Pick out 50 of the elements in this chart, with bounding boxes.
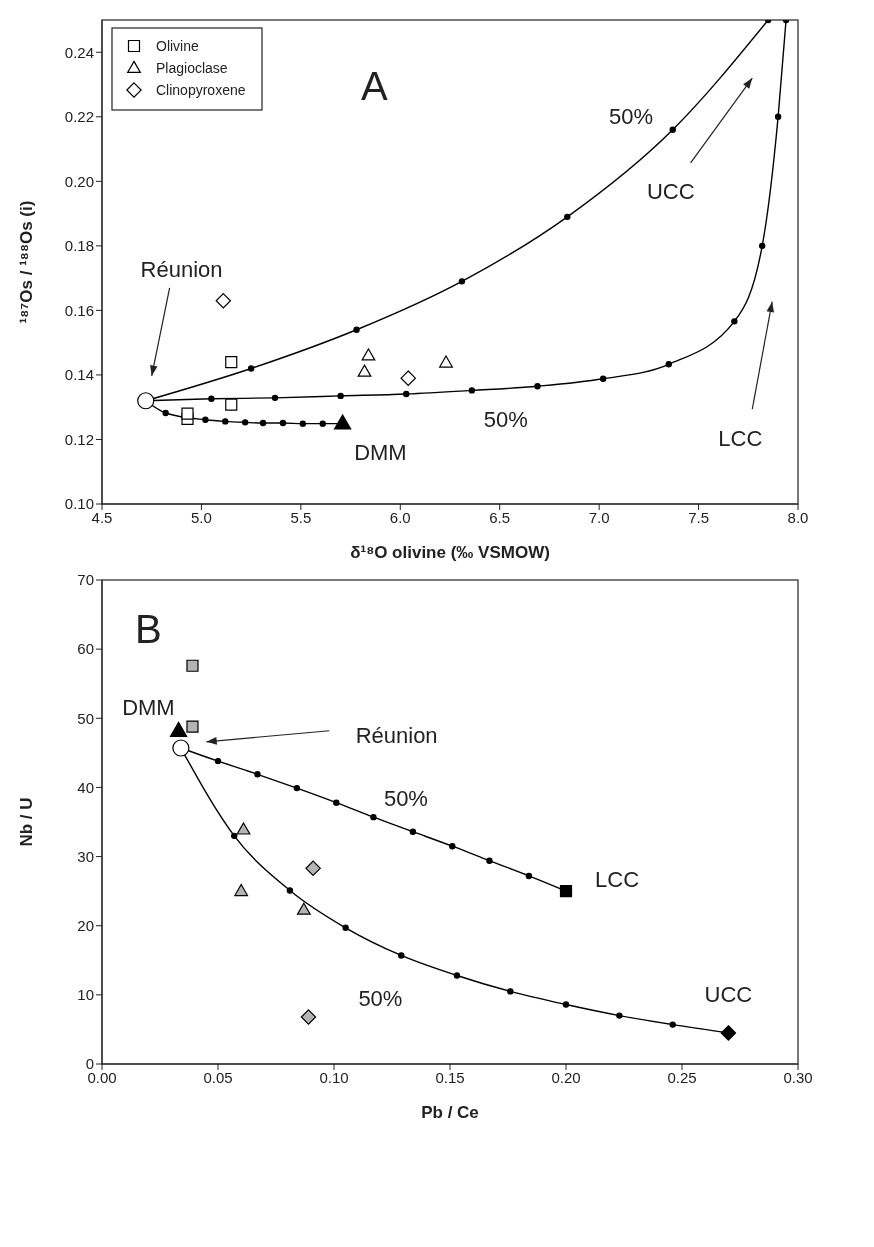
annotation: DMM — [122, 695, 175, 721]
y-tick-label: 0.22 — [64, 108, 94, 126]
x-tick-label: 0.30 — [783, 1068, 813, 1086]
legend-label: Plagioclase — [156, 60, 228, 76]
annotation: LCC — [718, 425, 763, 451]
y-tick-label: 0.20 — [64, 172, 94, 190]
x-axis-title: δ¹⁸O olivine (‰ VSMOW) — [350, 543, 550, 562]
y-tick-label: 0.24 — [64, 43, 94, 61]
y-axis-title: ¹⁸⁷Os / ¹⁸⁸Os (i) — [17, 200, 37, 324]
y-tick-label: 0.18 — [64, 237, 94, 255]
x-tick-label: 5.5 — [290, 508, 312, 526]
y-tick-label: 10 — [77, 986, 94, 1004]
legend-label: Clinopyroxene — [156, 82, 246, 98]
y-tick-label: 20 — [77, 917, 94, 935]
x-tick-label: 5.0 — [191, 508, 212, 526]
annotation: 50% — [608, 104, 653, 130]
annotation: UCC — [704, 982, 753, 1008]
x-tick-label: 0.10 — [319, 1068, 349, 1086]
y-tick-label: 0.12 — [64, 430, 94, 448]
x-axis-title: Pb / Ce — [421, 1103, 479, 1122]
y-tick-label: 0.14 — [64, 366, 94, 384]
annotation: 50% — [358, 985, 403, 1011]
y-tick-label: 70 — [77, 571, 94, 589]
x-tick-label: 4.5 — [91, 508, 113, 526]
y-tick-label: 60 — [77, 640, 94, 658]
annotation: DMM — [354, 439, 407, 465]
y-tick-label: 40 — [77, 778, 94, 796]
y-tick-label: 0.10 — [64, 495, 94, 513]
y-axis-title: Nb / U — [17, 797, 37, 847]
x-tick-label: 8.0 — [787, 508, 809, 526]
y-tick-label: 30 — [77, 847, 94, 865]
x-tick-label: 0.20 — [551, 1068, 581, 1086]
annotation: Réunion — [140, 257, 223, 283]
annotation: 50% — [383, 785, 428, 811]
annotation: LCC — [595, 866, 640, 892]
annotation: B — [135, 607, 162, 652]
x-tick-label: 7.5 — [688, 508, 709, 526]
x-tick-label: 6.5 — [489, 508, 511, 526]
annotation: A — [361, 64, 389, 109]
x-tick-label: 0.25 — [667, 1068, 697, 1086]
annotation: UCC — [646, 178, 695, 204]
annotation: 50% — [483, 407, 528, 433]
legend-label: Olivine — [156, 38, 200, 54]
y-tick-label: 50 — [77, 709, 94, 727]
annotation: Réunion — [355, 723, 438, 749]
y-tick-label: 0.16 — [64, 301, 94, 319]
x-tick-label: 7.0 — [588, 508, 610, 526]
x-tick-label: 0.15 — [435, 1068, 465, 1086]
x-tick-label: 6.0 — [389, 508, 411, 526]
x-tick-label: 0.05 — [203, 1068, 233, 1086]
